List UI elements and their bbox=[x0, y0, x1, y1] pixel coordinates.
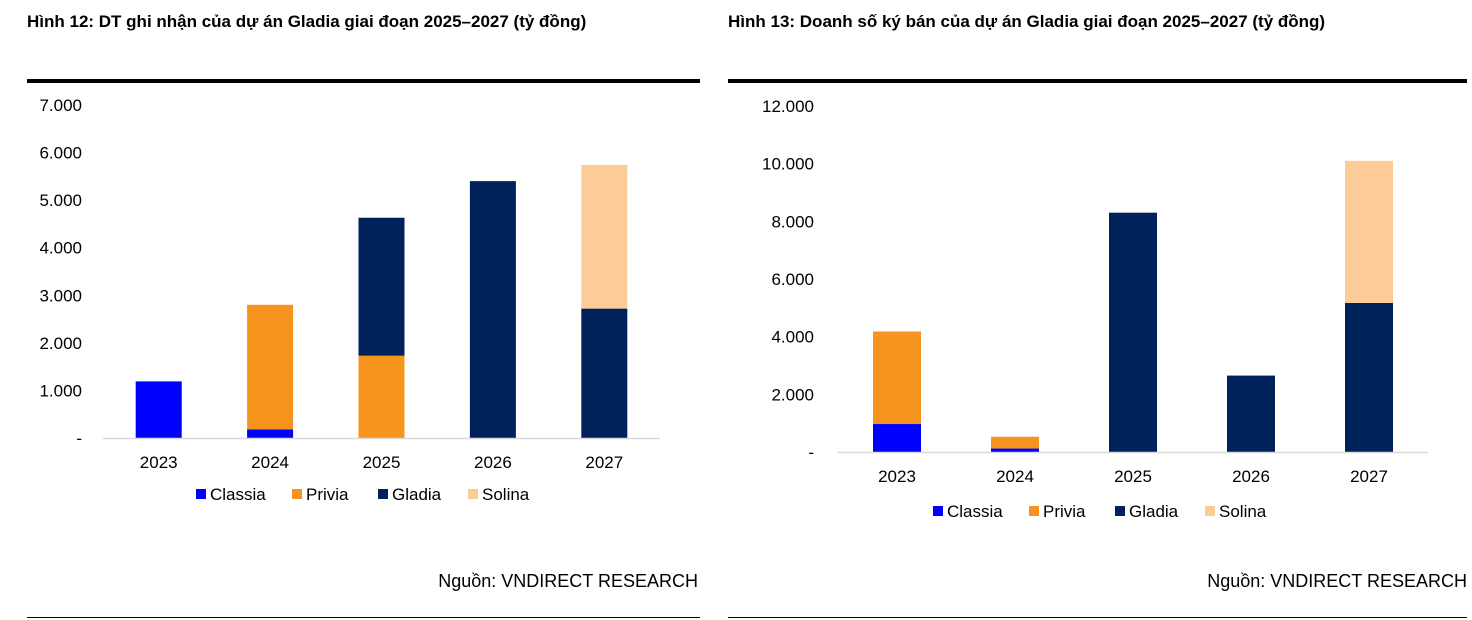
y-tick-label: 6.000 bbox=[39, 144, 82, 163]
legend-swatch-gladia bbox=[1115, 506, 1125, 516]
x-tick-label: 2026 bbox=[474, 453, 512, 472]
legend-label-classia: Classia bbox=[947, 502, 1003, 521]
y-tick-label: 10.000 bbox=[762, 155, 814, 174]
legend-swatch-solina bbox=[1205, 506, 1215, 516]
y-tick-label: 5.000 bbox=[39, 191, 82, 210]
x-tick-label: 2026 bbox=[1232, 467, 1270, 486]
bar-gladia-2027 bbox=[1345, 302, 1393, 452]
x-tick-label: 2027 bbox=[585, 453, 623, 472]
bar-privia-2025 bbox=[358, 355, 405, 438]
x-tick-label: 2025 bbox=[363, 453, 401, 472]
legend-label-privia: Privia bbox=[306, 485, 349, 504]
figure-13-panel: Hình 13: Doanh số ký bán của dự án Gladi… bbox=[728, 0, 1472, 620]
y-tick-label: 6.000 bbox=[771, 270, 814, 289]
y-tick-label: 4.000 bbox=[39, 239, 82, 258]
bar-solina-2027 bbox=[1345, 160, 1393, 303]
bar-privia-2024 bbox=[991, 436, 1039, 449]
bar-classia-2024 bbox=[991, 448, 1039, 452]
figure-13-title: Hình 13: Doanh số ký bán của dự án Gladi… bbox=[728, 12, 1326, 31]
bar-classia-2024 bbox=[247, 429, 294, 438]
bar-privia-2024 bbox=[247, 304, 294, 430]
y-tick-label: 12.000 bbox=[762, 97, 814, 116]
figure-12-source: Nguồn: VNDIRECT RESEARCH bbox=[438, 571, 698, 591]
figure-13-bottom-rule bbox=[728, 617, 1467, 618]
y-tick-label: 8.000 bbox=[771, 212, 814, 231]
bar-gladia-2026 bbox=[1227, 375, 1275, 452]
y-tick-label: 7.000 bbox=[39, 96, 82, 115]
y-tick-label: 2.000 bbox=[771, 385, 814, 404]
figure-12-title: Hình 12: DT ghi nhận của dự án Gladia gi… bbox=[27, 12, 587, 31]
figure-13-chart: - 2.000 4.000 6.000 8.000 10.000 12.000 2023 202… bbox=[762, 97, 1428, 521]
y-tick-label: 4.000 bbox=[771, 328, 814, 347]
bar-classia-2023 bbox=[135, 381, 182, 438]
y-tick-label: 1.000 bbox=[39, 381, 82, 400]
figure-12-bottom-rule bbox=[27, 617, 700, 618]
bar-privia-2023 bbox=[873, 331, 921, 425]
figure-12-panel: Hình 12: DT ghi nhận của dự án Gladia gi… bbox=[0, 0, 700, 620]
bar-solina-2027 bbox=[581, 164, 628, 309]
figure-12-chart: - 1.000 2.000 3.000 4.000 5.000 6.000 7.000 2023… bbox=[39, 96, 660, 504]
legend-swatch-classia bbox=[196, 489, 206, 499]
legend-swatch-gladia bbox=[378, 489, 388, 499]
legend-label-classia: Classia bbox=[210, 485, 266, 504]
x-tick-label: 2025 bbox=[1114, 467, 1152, 486]
legend-swatch-privia bbox=[292, 489, 302, 499]
x-tick-label: 2024 bbox=[251, 453, 289, 472]
figure-13-source: Nguồn: VNDIRECT RESEARCH bbox=[1207, 571, 1467, 591]
bar-gladia-2025 bbox=[1109, 212, 1157, 452]
legend-label-solina: Solina bbox=[1219, 502, 1267, 521]
figure-12-top-rule bbox=[27, 79, 700, 83]
bar-classia-2023 bbox=[873, 424, 921, 452]
bar-gladia-2025 bbox=[358, 217, 405, 356]
y-tick-label: - bbox=[808, 443, 814, 462]
y-tick-label: 3.000 bbox=[39, 286, 82, 305]
bar-gladia-2026 bbox=[469, 181, 516, 438]
x-tick-label: 2027 bbox=[1350, 467, 1388, 486]
legend-label-privia: Privia bbox=[1043, 502, 1086, 521]
bar-gladia-2027 bbox=[581, 308, 628, 438]
x-tick-label: 2023 bbox=[878, 467, 916, 486]
legend-swatch-solina bbox=[468, 489, 478, 499]
y-tick-label: - bbox=[76, 429, 82, 448]
x-tick-label: 2023 bbox=[140, 453, 178, 472]
legend-label-gladia: Gladia bbox=[392, 485, 442, 504]
y-tick-label: 2.000 bbox=[39, 334, 82, 353]
legend-swatch-privia bbox=[1029, 506, 1039, 516]
legend-label-gladia: Gladia bbox=[1129, 502, 1179, 521]
figure-13-top-rule bbox=[728, 79, 1467, 83]
legend-swatch-classia bbox=[933, 506, 943, 516]
legend-label-solina: Solina bbox=[482, 485, 530, 504]
x-tick-label: 2024 bbox=[996, 467, 1034, 486]
